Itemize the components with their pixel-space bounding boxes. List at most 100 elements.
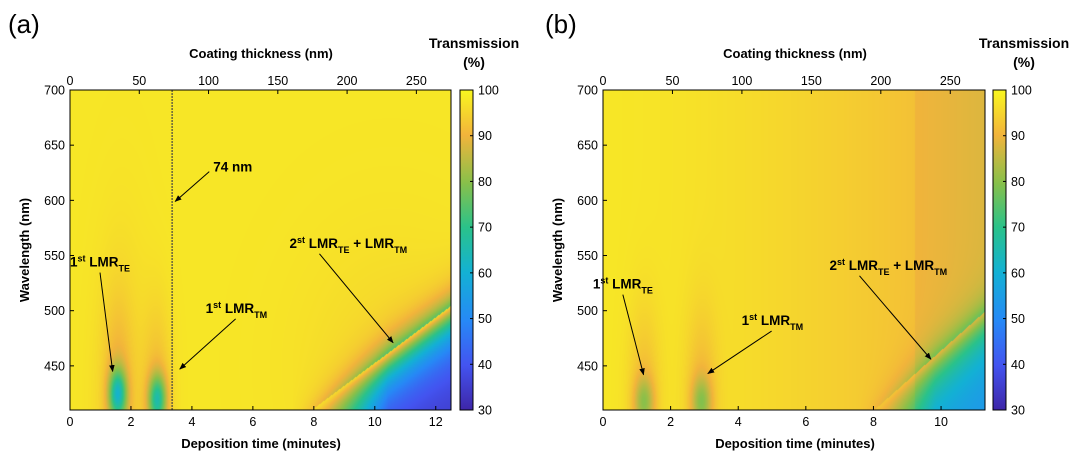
panel-b-top-tick-label: 250 (940, 74, 961, 88)
panel-b-annotation: 1st LMRTE (593, 276, 653, 296)
panel-b-y-tick-label: 500 (577, 304, 598, 318)
panel-a-y-tick-label: 600 (44, 194, 65, 208)
panel-b-colorbar (992, 89, 1007, 411)
panel-b-annotation: 2st LMRTE + LMRTM (829, 257, 947, 277)
panel-a-annotation-arrow (319, 253, 394, 344)
panel-a-top-tick-label: 0 (67, 74, 74, 88)
panel-a-top-axis-title: Coating thickness (nm) (189, 46, 333, 61)
panel-b-colorbar-tick-label: 70 (1011, 221, 1025, 235)
panel-a-top-tick-label: 250 (406, 74, 427, 88)
panel-a-y-axis-title: Wavelength (nm) (17, 198, 32, 302)
panel-a-colorbar-tick-label: 80 (478, 175, 492, 189)
panel-b-top-ticks: 0 50 100 150 200 250 (600, 74, 961, 94)
panel-b-heatmap-image (603, 90, 985, 410)
panel-a-x-tick-label: 4 (188, 415, 195, 429)
panel-a-annotation-arrow (99, 272, 115, 373)
panel-a-x-axis-title: Deposition time (minutes) (181, 436, 341, 451)
panel-a-colorbar-tick-label: 100 (478, 84, 499, 98)
panel-b-x-tick-label: 6 (802, 415, 809, 429)
panel-b-top-tick-label: 100 (731, 74, 752, 88)
panel-b-colorbar-tick-label: 80 (1011, 175, 1025, 189)
panel-a-colorbar-unit: (%) (463, 54, 485, 70)
panel-b-x-tick-label: 8 (870, 415, 877, 429)
panel-b-y-tick-label: 550 (577, 249, 598, 263)
panel-a-colorbar-tick-label: 70 (478, 221, 492, 235)
panel-b: (b) Coating thickness (nm) Deposition ti… (545, 9, 1069, 451)
panel-b-label: (b) (545, 9, 577, 39)
panel-a-colorbar-tick-label: 50 (478, 312, 492, 326)
panel-a-top-ticks: 0 50 100 150 200 250 (67, 74, 427, 94)
panel-b-colorbar-ticks: 30 40 50 60 70 80 90 100 (1003, 84, 1032, 418)
panel-a-colorbar (459, 89, 474, 411)
panel-a-x-tick-label: 2 (127, 415, 134, 429)
panel-a-annotation: 1st LMRTM (206, 300, 268, 320)
panel-b-y-tick-label: 650 (577, 139, 598, 153)
panel-a-y-tick-label: 500 (44, 304, 65, 318)
panel-b-annotation-arrow (859, 275, 932, 360)
panel-b-top-axis-title: Coating thickness (nm) (723, 46, 867, 61)
panel-a-x-ticks: 0 2 4 6 8 10 12 (67, 406, 443, 429)
panel-a-x-tick-label: 12 (429, 415, 443, 429)
panel-a-x-tick-label: 10 (368, 415, 382, 429)
panel-b-colorbar-unit: (%) (1013, 54, 1035, 70)
panel-a-y-tick-label: 550 (44, 249, 65, 263)
panel-a: (a) Coating thickness (nm) Deposition ti… (8, 9, 519, 451)
panel-b-plot-frame (602, 89, 986, 411)
panel-a-top-tick-label: 50 (132, 74, 146, 88)
panel-a-colorbar-tick-label: 90 (478, 129, 492, 143)
panel-a-top-tick-label: 100 (198, 74, 219, 88)
panel-a-label: (a) (8, 9, 40, 39)
panel-a-heatmap (70, 90, 451, 410)
panel-a-y-tick-label: 650 (44, 139, 65, 153)
panel-b-heatmap (603, 90, 985, 410)
panel-b-colorbar-title: Transmission (979, 35, 1069, 51)
panel-b-annotations: 1st LMRTE 1st LMRTM 2st LMRTE + LMRTM (593, 257, 947, 376)
panel-a-annotation: 74 nm (213, 160, 252, 175)
panel-b-y-tick-label: 700 (577, 84, 598, 98)
panel-a-x-tick-label: 0 (67, 415, 74, 429)
panel-b-colorbar-tick-label: 30 (1011, 404, 1025, 418)
panel-a-x-tick-label: 6 (249, 415, 256, 429)
panel-a-annotation: 2st LMRTE + LMRTM (289, 235, 407, 255)
panel-b-colorbar-tick-label: 60 (1011, 266, 1025, 280)
panel-b-x-tick-label: 4 (735, 415, 742, 429)
panel-b-colorbar-tick-label: 50 (1011, 312, 1025, 326)
panel-b-annotation-arrow (707, 330, 772, 375)
panel-b-y-tick-label: 600 (577, 194, 598, 208)
panel-a-annotation-arrow (179, 318, 236, 370)
panel-b-y-axis-title: Wavelength (nm) (550, 198, 565, 302)
panel-a-y-tick-label: 450 (44, 359, 65, 373)
panel-b-top-tick-label: 150 (801, 74, 822, 88)
panel-b-top-tick-label: 200 (870, 74, 891, 88)
panel-b-colorbar-tick-label: 100 (1011, 84, 1032, 98)
panel-b-annotation-arrow (622, 294, 645, 376)
panel-a-heatmap-image (70, 90, 451, 410)
panel-a-colorbar-ticks: 30 40 50 60 70 80 90 100 (470, 84, 499, 418)
panel-b-x-tick-label: 2 (667, 415, 674, 429)
panel-a-x-tick-label: 8 (310, 415, 317, 429)
panel-a-colorbar-tick-label: 40 (478, 358, 492, 372)
panel-b-x-tick-label: 0 (600, 415, 607, 429)
panel-a-y-ticks: 450 500 550 600 650 700 (44, 84, 74, 373)
panel-a-plot-frame (69, 89, 452, 411)
panel-b-top-tick-label: 50 (666, 74, 680, 88)
panel-b-colorbar-tick-label: 40 (1011, 358, 1025, 372)
panel-a-top-tick-label: 200 (337, 74, 358, 88)
panel-b-colorbar-tick-label: 90 (1011, 129, 1025, 143)
panel-b-x-axis-title: Deposition time (minutes) (715, 436, 875, 451)
panel-b-top-tick-label: 0 (600, 74, 607, 88)
panel-a-annotation: 1st LMRTE (70, 254, 130, 274)
panel-a-colorbar-title: Transmission (429, 35, 519, 51)
panel-b-x-ticks: 0 2 4 6 8 10 (600, 406, 948, 429)
panel-a-top-tick-label: 150 (267, 74, 288, 88)
panel-a-colorbar-tick-label: 60 (478, 266, 492, 280)
panel-b-annotation: 1st LMRTM (742, 312, 804, 332)
panel-a-colorbar-tick-label: 30 (478, 404, 492, 418)
panel-a-y-tick-label: 700 (44, 84, 65, 98)
panel-a-annotations: 1st LMRTE 74 nm 1st LMRTM 2st LMRTE + LMRTM (70, 160, 407, 373)
panel-b-x-tick-label: 10 (934, 415, 948, 429)
panel-b-y-tick-label: 450 (577, 359, 598, 373)
panel-a-annotation-arrow (174, 171, 210, 202)
panel-b-y-ticks: 450 500 550 600 650 700 (577, 84, 607, 373)
